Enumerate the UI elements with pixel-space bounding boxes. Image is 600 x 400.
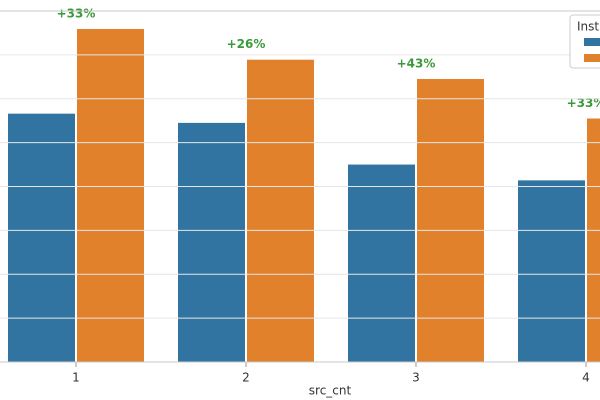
annotation: +33% xyxy=(57,6,96,20)
bar xyxy=(587,118,600,363)
legend-swatch xyxy=(584,54,600,62)
annotation: +26% xyxy=(227,37,266,51)
annotation: +33% xyxy=(567,96,600,110)
x-tick-label: 4 xyxy=(582,371,590,385)
x-tick-label: 2 xyxy=(242,371,250,385)
annotation: +43% xyxy=(397,57,436,71)
grid xyxy=(0,54,600,319)
legend-swatch xyxy=(584,38,600,46)
x-tick-label: 1 xyxy=(72,371,80,385)
x-axis-label: src_cnt xyxy=(309,384,352,398)
bar xyxy=(178,122,245,362)
bar xyxy=(77,28,144,363)
bar xyxy=(518,180,585,362)
bar xyxy=(417,79,484,362)
bar xyxy=(348,164,415,362)
x-tick-label: 3 xyxy=(412,371,420,385)
bars: 1 +33% 2 +26% 3 +43% 4 +33% xyxy=(8,6,600,385)
legend: Instru xyxy=(569,14,600,69)
bar xyxy=(247,59,314,363)
bar xyxy=(8,113,75,362)
legend-title: Instru xyxy=(577,20,600,34)
